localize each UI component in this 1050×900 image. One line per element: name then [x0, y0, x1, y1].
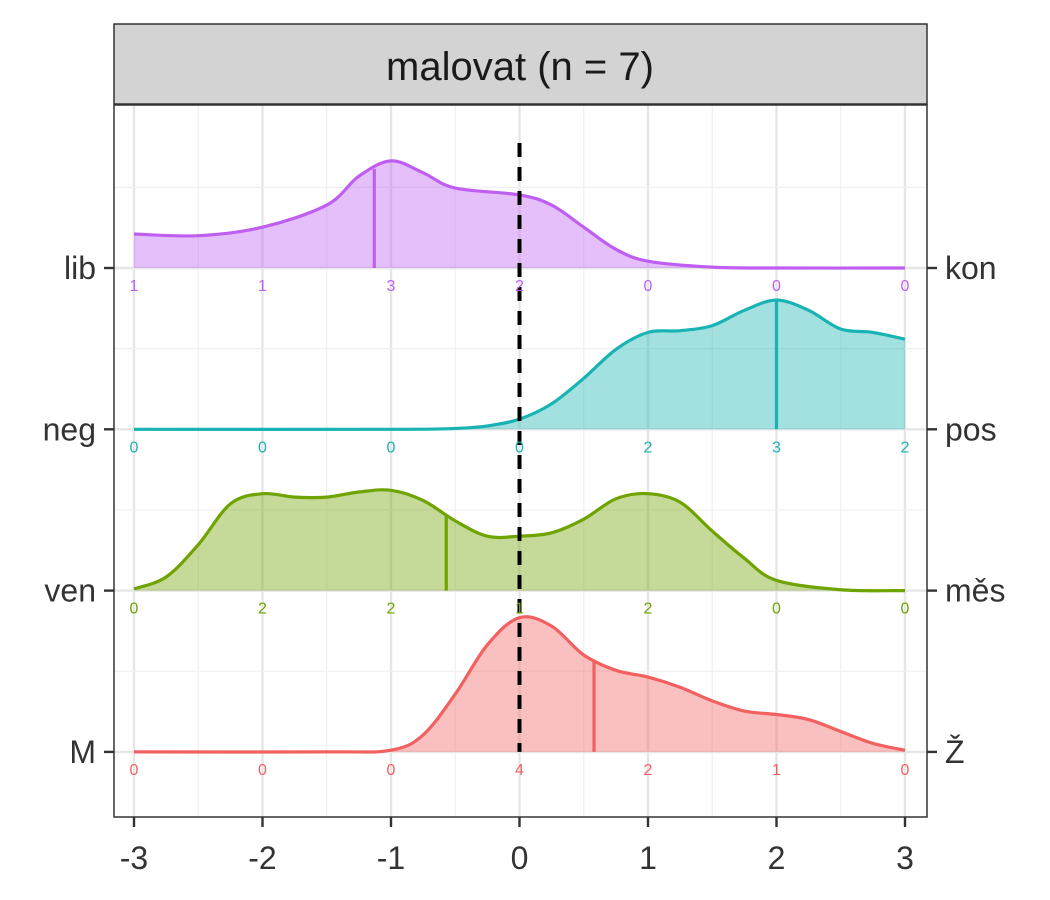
count-label: 0: [258, 762, 267, 779]
count-label: 2: [644, 762, 653, 779]
count-label: 1: [130, 278, 139, 295]
facet-strip-background: [113, 23, 928, 105]
count-label: 1: [515, 601, 524, 618]
right-axis-label: kon: [945, 250, 997, 286]
left-axis-label: lib: [64, 250, 96, 286]
count-label: 0: [644, 278, 653, 295]
count-label: 0: [387, 439, 396, 456]
right-axis-label: Ž: [945, 734, 965, 770]
left-axis-label: ven: [44, 573, 96, 609]
density-line: [133, 159, 906, 270]
count-label: 0: [130, 601, 139, 618]
x-axis-tick-label: 0: [511, 840, 529, 876]
ridge-lib: [133, 159, 906, 270]
x-axis-tick-label: 1: [639, 840, 657, 876]
right-axis-label: měs: [945, 573, 1005, 609]
bottom-axis: -3 -2 -1 0 1 2 3: [120, 817, 914, 876]
count-label: 0: [772, 601, 781, 618]
count-label: 3: [772, 439, 781, 456]
count-label: 1: [258, 278, 267, 295]
count-label: 0: [772, 278, 781, 295]
x-axis-tick-label: -2: [248, 840, 276, 876]
count-label: 0: [130, 762, 139, 779]
count-label: 2: [644, 439, 653, 456]
x-axis-tick-label: -1: [377, 840, 405, 876]
density-line: [133, 615, 906, 754]
count-label: 0: [387, 762, 396, 779]
density-line: [133, 488, 906, 593]
left-axis-label: M: [69, 734, 96, 770]
x-axis-tick-label: -3: [120, 840, 148, 876]
count-label: 2: [515, 278, 524, 295]
count-label: 4: [515, 762, 524, 779]
count-labels: 1 1 3 2 0 0 0 0 0 0 0 2 3 2 0 2 2 1 2 0 0 0 0 0 4 2 1 0: [130, 278, 910, 779]
count-label: 2: [644, 601, 653, 618]
count-label: 0: [901, 278, 910, 295]
count-label: 3: [387, 278, 396, 295]
density-line: [133, 298, 906, 431]
count-label: 0: [901, 601, 910, 618]
facet-title: malovat (n = 7): [386, 45, 654, 89]
left-axis: lib neg ven M: [43, 250, 114, 770]
density-area: [134, 300, 905, 430]
density-area: [134, 160, 905, 269]
count-label: 0: [130, 439, 139, 456]
count-label: 0: [258, 439, 267, 456]
right-axis: kon pos měs Ž: [927, 250, 1005, 770]
ridge-neg: [133, 298, 906, 431]
count-label: 2: [901, 439, 910, 456]
count-label: 1: [772, 762, 781, 779]
x-axis-tick-label: 2: [768, 840, 786, 876]
x-axis-tick-label: 3: [896, 840, 914, 876]
count-label: 2: [387, 601, 396, 618]
left-axis-label: neg: [43, 411, 96, 447]
count-label: 2: [258, 601, 267, 618]
right-axis-label: pos: [945, 411, 997, 447]
count-label: 0: [515, 439, 524, 456]
count-label: 0: [901, 762, 910, 779]
facet-strip: malovat (n = 7): [113, 23, 928, 105]
